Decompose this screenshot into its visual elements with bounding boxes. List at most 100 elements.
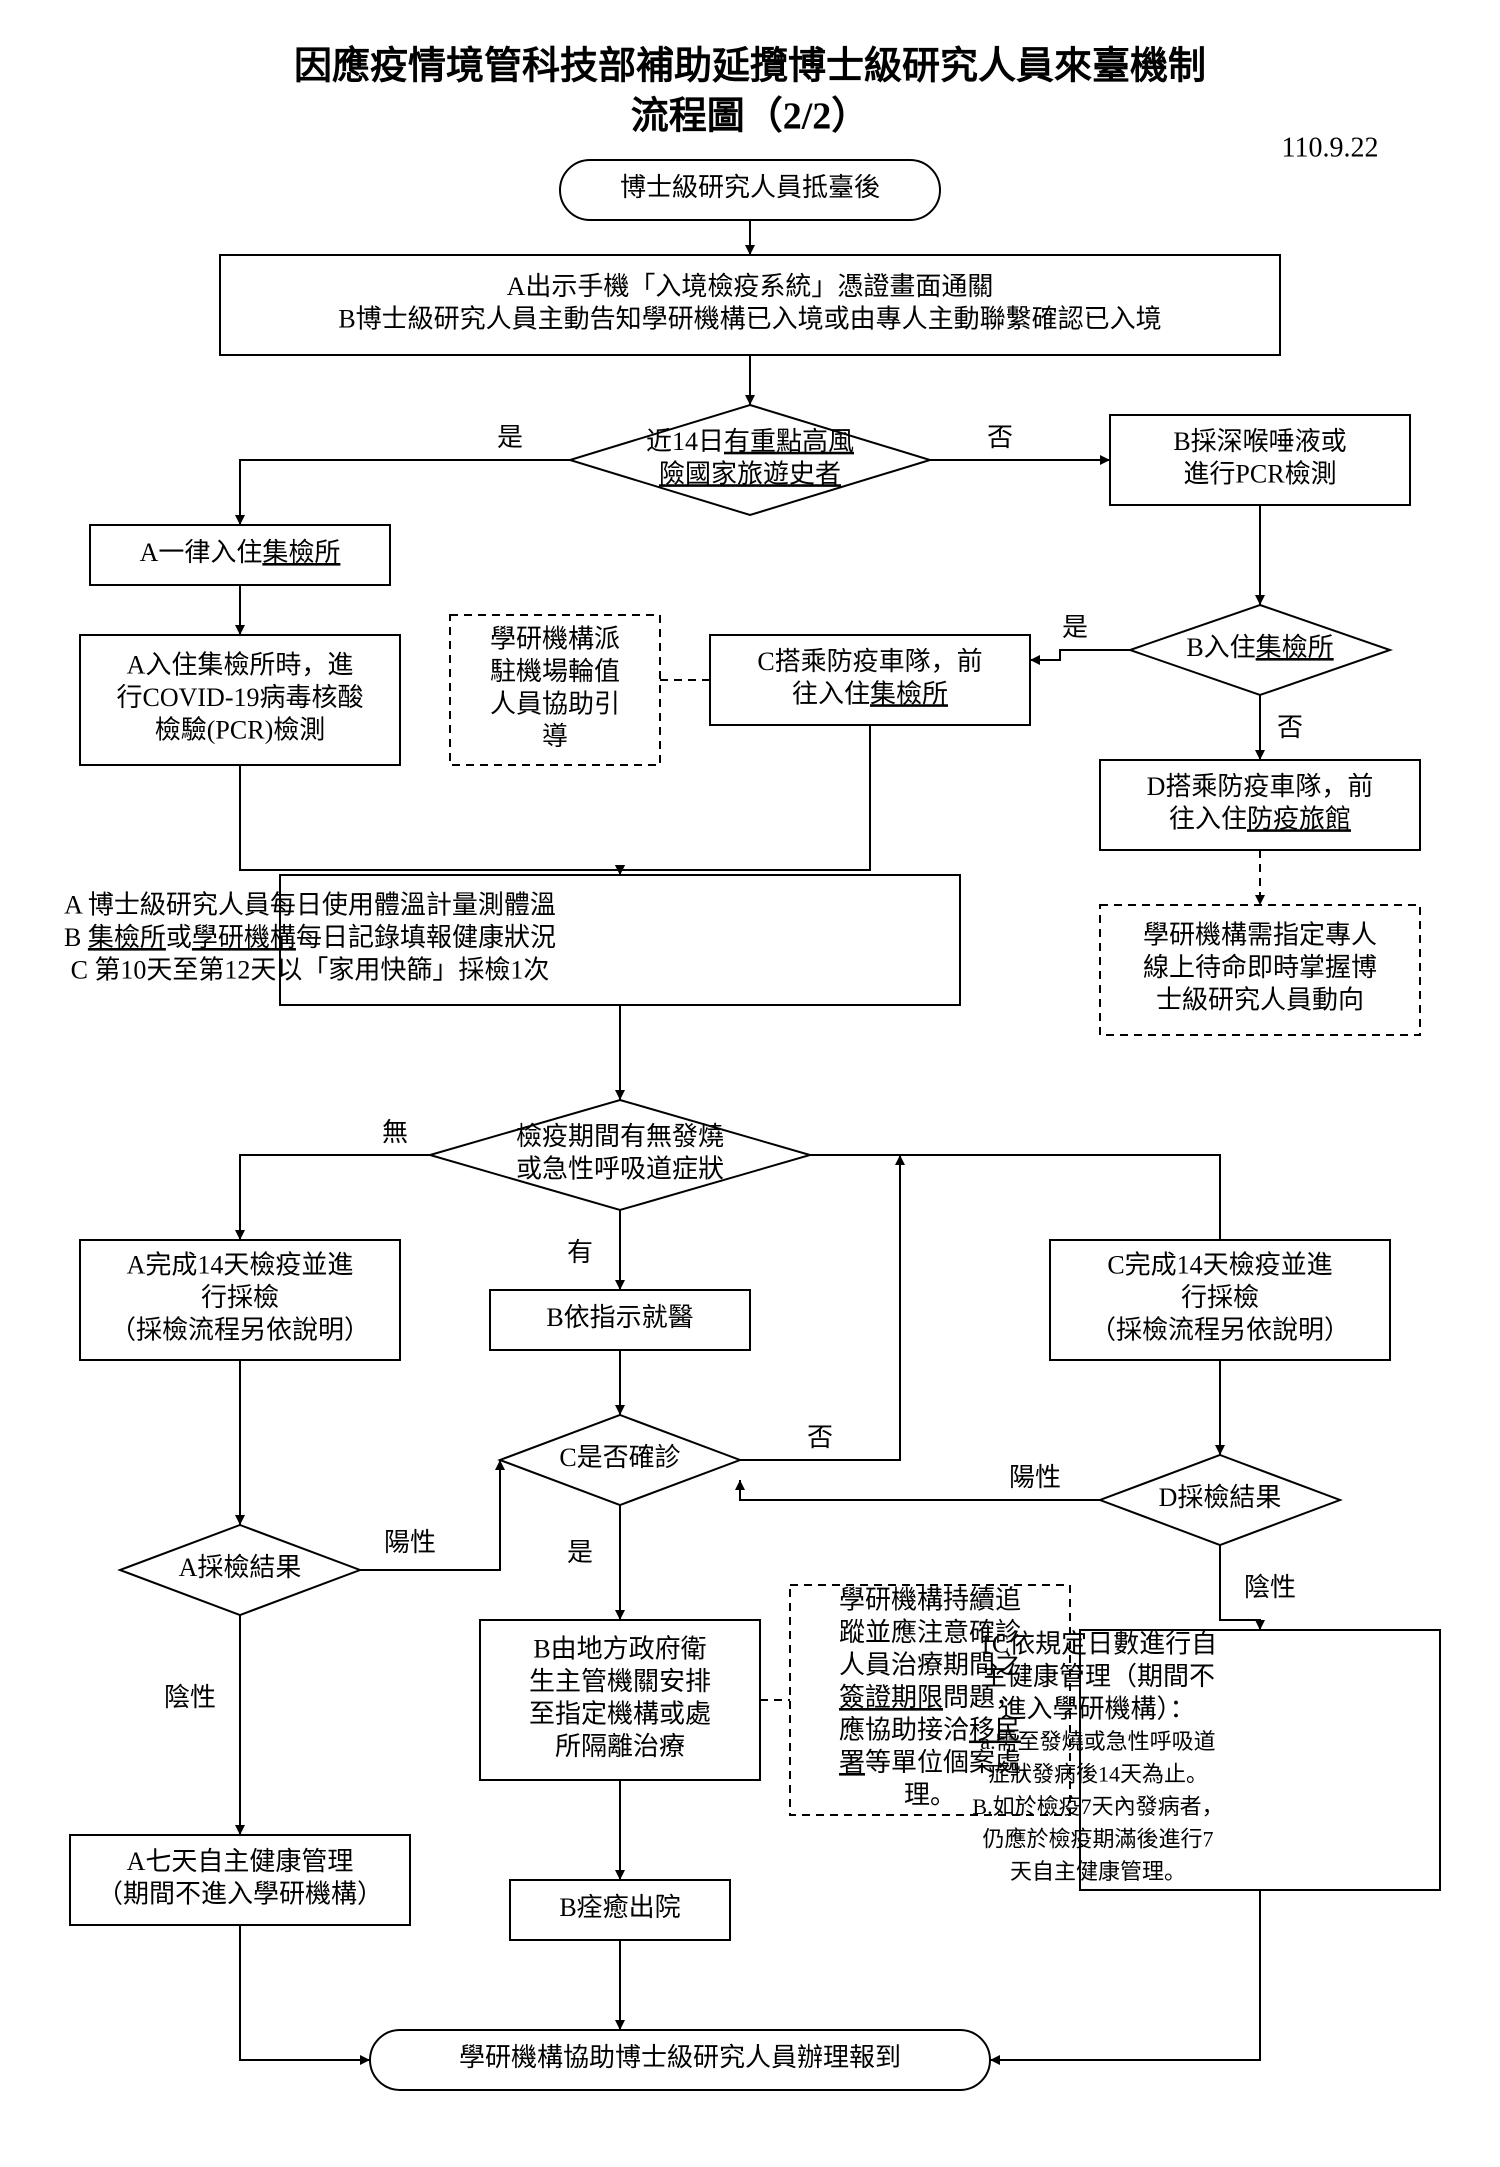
svg-text:a.需至發燒或急性呼吸道: a.需至發燒或急性呼吸道 — [980, 1729, 1215, 1754]
edge-29 — [990, 1890, 1260, 2060]
node-note_airport: 學研機構派駐機場輪值人員協助引導 — [450, 615, 660, 765]
svg-text:C搭乘防疫車隊，前: C搭乘防疫車隊，前 — [757, 647, 982, 676]
svg-text:D搭乘防疫車隊，前: D搭乘防疫車隊，前 — [1147, 772, 1374, 801]
node-n_daily: A 博士級研究人員每日使用體溫計量測體溫 B 集檢所或學研機構每日記錄填報健康狀況… — [64, 875, 960, 1005]
svg-text:仍應於檢疫期滿後進行7: 仍應於檢疫期滿後進行7 — [982, 1826, 1213, 1851]
svg-text:1C依規定日數進行自: 1C依規定日數進行自 — [979, 1629, 1217, 1658]
svg-text:天自主健康管理。: 天自主健康管理。 — [1010, 1859, 1186, 1884]
svg-text:B入住集檢所: B入住集檢所 — [1186, 633, 1333, 662]
svg-text:檢疫期間有無發燒: 檢疫期間有無發燒 — [516, 1122, 724, 1151]
edge-18 — [740, 1155, 900, 1460]
node-n_c_transport: C搭乘防疫車隊，前往入住集檢所 — [710, 635, 1030, 725]
edge-label-3: 是 — [497, 423, 523, 452]
node-d_result_left: A採檢結果 — [120, 1525, 360, 1615]
node-n_left_a1: A一律入住集檢所 — [90, 525, 390, 585]
svg-text:所隔離治療: 所隔離治療 — [555, 1732, 685, 1761]
node-n_right_14: C完成14天檢疫並進行採檢（採檢流程另依說明） — [1050, 1240, 1390, 1360]
svg-text:士級研究人員動向: 士級研究人員動向 — [1156, 985, 1364, 1014]
node-n_b_doctor: B依指示就醫 — [490, 1290, 750, 1350]
svg-text:A出示手機「入境檢疫系統」憑證畫面通關: A出示手機「入境檢疫系統」憑證畫面通關 — [507, 272, 994, 301]
page-title-line2: 流程圖（2/2） — [631, 96, 870, 138]
edge-7 — [1030, 650, 1130, 660]
svg-text:博士級研究人員抵臺後: 博士級研究人員抵臺後 — [620, 173, 880, 202]
svg-text:B博士級研究人員主動告知學研機構已入境或由專人主動聯繫確認已: B博士級研究人員主動告知學研機構已入境或由專人主動聯繫確認已入境 — [338, 304, 1161, 333]
edge-5 — [240, 765, 620, 875]
svg-text:進入學研機構）：: 進入學研機構）： — [1000, 1694, 1195, 1723]
svg-text:A入住集檢所時，進: A入住集檢所時，進 — [127, 650, 354, 679]
edge-15 — [810, 1155, 1220, 1240]
svg-text:駐機場輪值: 駐機場輪值 — [490, 657, 620, 686]
svg-text:（採檢流程另依說明）: （採檢流程另依說明） — [1090, 1315, 1350, 1344]
edge-label-2: 否 — [987, 423, 1013, 452]
svg-text:C 第10天至第12天以「家用快篩」採檢1次: C 第10天至第12天以「家用快篩」採檢1次 — [71, 955, 550, 984]
svg-text:（期間不進入學研機構）: （期間不進入學研機構） — [97, 1879, 383, 1908]
date-label: 110.9.22 — [1282, 132, 1379, 163]
svg-text:C完成14天檢疫並進: C完成14天檢疫並進 — [1107, 1250, 1332, 1279]
edge-label-24: 陰性 — [1244, 1573, 1296, 1602]
svg-text:檢驗(PCR)檢測: 檢驗(PCR)檢測 — [155, 715, 325, 744]
svg-text:（採檢流程另依說明）: （採檢流程另依說明） — [110, 1315, 370, 1344]
svg-text:學研機構派: 學研機構派 — [490, 624, 620, 653]
edge-label-8: 否 — [1277, 713, 1303, 742]
svg-text:症狀發病後14天為止。: 症狀發病後14天為止。 — [988, 1761, 1208, 1786]
node-note_track: 學研機構需指定專人線上待命即時掌握博士級研究人員動向 — [1100, 905, 1420, 1035]
edge-label-13: 無 — [382, 1118, 408, 1147]
svg-text:學研機構協助博士級研究人員辦理報到: 學研機構協助博士級研究人員辦理報到 — [459, 2043, 901, 2072]
node-n_left_7day: A七天自主健康管理 （期間不進入學研機構） — [70, 1835, 410, 1925]
node-start: 博士級研究人員抵臺後 — [560, 160, 940, 220]
edge-label-14: 有 — [567, 1238, 593, 1267]
svg-text:至指定機構或處: 至指定機構或處 — [529, 1699, 711, 1728]
svg-text:A 博士級研究人員每日使用體溫計量測體溫: A 博士級研究人員每日使用體溫計量測體溫 — [64, 890, 556, 919]
node-n1: A出示手機「入境檢疫系統」憑證畫面通關 B博士級研究人員主動告知學研機構已入境或由… — [220, 255, 1280, 355]
svg-text:B.如於檢疫7天內發病者，: B.如於檢疫7天內發病者， — [972, 1794, 1223, 1819]
svg-text:A完成14天檢疫並進: A完成14天檢疫並進 — [127, 1250, 354, 1279]
node-n_pcr_right: B採深喉唾液或進行PCR檢測 — [1110, 415, 1410, 505]
svg-text:往入住集檢所: 往入住集檢所 — [792, 679, 948, 708]
svg-text:行COVID-19病毒核酸: 行COVID-19病毒核酸 — [117, 683, 364, 712]
node-d_b_center: B入住集檢所 — [1130, 605, 1390, 695]
node-d1: 近14日有重點高風險國家旅遊史者 — [570, 405, 930, 515]
svg-text:或急性呼吸道症狀: 或急性呼吸道症狀 — [516, 1154, 724, 1183]
edge-label-17: 是 — [567, 1538, 593, 1567]
svg-text:主健康管理（期間不: 主健康管理（期間不 — [981, 1662, 1215, 1691]
edge-13 — [240, 1155, 430, 1240]
svg-text:理。: 理。 — [904, 1780, 956, 1809]
svg-text:生主管機關安排: 生主管機關安排 — [529, 1667, 711, 1696]
svg-text:A七天自主健康管理: A七天自主健康管理 — [127, 1847, 354, 1876]
svg-text:近14日有重點高風: 近14日有重點高風 — [646, 427, 854, 456]
svg-text:B採深喉唾液或: B採深喉唾液或 — [1173, 427, 1346, 456]
node-end: 學研機構協助博士級研究人員辦理報到 — [370, 2030, 990, 2090]
svg-text:進行PCR檢測: 進行PCR檢測 — [1183, 459, 1336, 488]
node-n_b_discharge: B痊癒出院 — [510, 1880, 730, 1940]
svg-text:行採檢: 行採檢 — [201, 1283, 279, 1312]
svg-text:險國家旅遊史者: 險國家旅遊史者 — [659, 459, 841, 488]
svg-text:B痊癒出院: B痊癒出院 — [559, 1893, 680, 1922]
svg-text:B 集檢所或學研機構每日記錄填報健康狀況: B 集檢所或學研機構每日記錄填報健康狀況 — [64, 923, 556, 952]
edge-label-23: 陽性 — [1009, 1463, 1061, 1492]
node-d_fever: 檢疫期間有無發燒或急性呼吸道症狀 — [430, 1100, 810, 1210]
svg-text:D採檢結果: D採檢結果 — [1159, 1483, 1282, 1512]
edge-label-18: 否 — [807, 1423, 833, 1452]
page-title-line1: 因應疫情境管科技部補助延攬博士級研究人員來臺機制 — [294, 45, 1206, 88]
node-d_result_right: D採檢結果 — [1100, 1455, 1340, 1545]
node-n_left_14: A完成14天檢疫並進行採檢 （採檢流程另依說明） — [80, 1240, 400, 1360]
svg-text:A一律入住集檢所: A一律入住集檢所 — [140, 538, 341, 567]
edge-label-20: 陽性 — [384, 1528, 436, 1557]
node-n_left_a2: A入住集檢所時，進行COVID-19病毒核酸檢驗(PCR)檢測 — [80, 635, 400, 765]
svg-text:線上待命即時掌握博: 線上待命即時掌握博 — [1143, 953, 1377, 982]
svg-text:B依指示就醫: B依指示就醫 — [546, 1303, 693, 1332]
svg-text:A採檢結果: A採檢結果 — [179, 1553, 302, 1582]
edge-27 — [240, 1925, 370, 2060]
svg-text:導: 導 — [542, 722, 568, 751]
svg-text:C是否確診: C是否確診 — [559, 1443, 680, 1472]
svg-text:人員協助引: 人員協助引 — [490, 689, 620, 718]
svg-text:學研機構需指定專人: 學研機構需指定專人 — [1143, 920, 1377, 949]
edge-3 — [240, 460, 570, 525]
svg-text:B由地方政府衛: B由地方政府衛 — [533, 1634, 706, 1663]
node-n_b_treat: B由地方政府衛生主管機關安排至指定機構或處所隔離治療 — [480, 1620, 760, 1780]
flowchart-canvas: 因應疫情境管科技部補助延攬博士級研究人員來臺機制流程圖（2/2） 110.9.22… — [0, 0, 1500, 2167]
edge-label-21: 陰性 — [164, 1683, 216, 1712]
svg-text:往入住防疫旅館: 往入住防疫旅館 — [1169, 804, 1351, 833]
edge-label-7: 是 — [1062, 613, 1088, 642]
svg-text:學研機構持續追: 學研機構持續追 — [839, 1585, 1021, 1614]
